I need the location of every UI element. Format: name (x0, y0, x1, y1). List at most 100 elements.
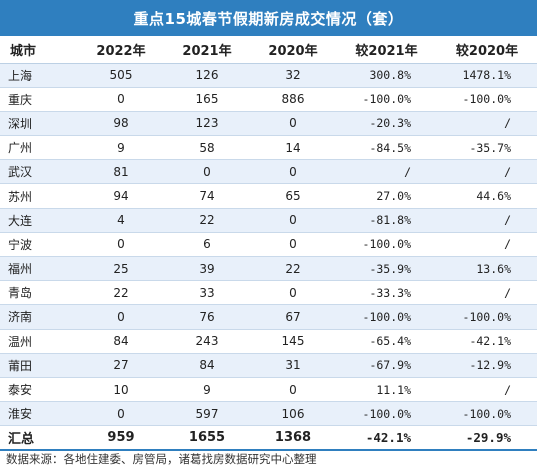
change-vs-2020-cell: -100.0% (437, 304, 537, 330)
table-title: 重点15城春节假期新房成交情况（套） (0, 0, 537, 36)
city-cell: 温州 (0, 329, 78, 354)
city-cell: 福州 (0, 256, 78, 282)
value-2020-cell: 0 (250, 377, 336, 403)
change-vs-2021-cell: -67.9% (336, 353, 437, 378)
value-2021-cell: 597 (164, 401, 250, 427)
header-2021: 2021年 (164, 36, 250, 64)
change-vs-2020-cell: -100.0% (437, 401, 537, 427)
value-2020-cell: 145 (250, 329, 336, 354)
city-cell: 重庆 (0, 87, 78, 112)
city-cell: 泰安 (0, 377, 78, 403)
value-2022-cell: 27 (78, 353, 164, 378)
table-row: 广州 9 58 14 -84.5% -35.7% (0, 135, 537, 161)
change-vs-2021-cell: 11.1% (336, 377, 437, 403)
total-change-vs-2020-cell: -29.9% (437, 425, 537, 452)
value-2021-cell: 0 (164, 159, 250, 185)
value-2022-cell: 4 (78, 208, 164, 233)
city-cell: 上海 (0, 63, 78, 88)
table-header-row: 城市 2022年 2021年 2020年 较2021年 较2020年 (0, 36, 537, 64)
change-vs-2020-cell: -35.7% (437, 135, 537, 161)
table-body: 上海 505 126 32 300.8% 1478.1% 重庆 0 165 886 -100.0% -… (0, 63, 537, 452)
table-row: 深圳 98 123 0 -20.3% / (0, 111, 537, 137)
source-note: 数据来源：各地住建委、房管局，诸葛找房数据研究中心整理 (6, 452, 317, 466)
table-row: 武汉 81 0 0// (0, 159, 537, 185)
value-2021-cell: 165 (164, 87, 250, 112)
value-2022-cell: 0 (78, 232, 164, 258)
city-cell: 青岛 (0, 280, 78, 306)
city-cell: 济南 (0, 304, 78, 330)
header-2020: 2020年 (250, 36, 336, 64)
table-row: 青岛 22 33 0 -33.3% / (0, 280, 537, 306)
value-2021-cell: 58 (164, 135, 250, 161)
change-vs-2020-cell: / (437, 377, 537, 403)
value-2021-cell: 33 (164, 280, 250, 306)
value-2020-cell: 22 (250, 256, 336, 282)
change-vs-2021-cell: -84.5% (336, 135, 437, 161)
value-2020-cell: 106 (250, 401, 336, 427)
value-2021-cell: 6 (164, 232, 250, 258)
change-vs-2020-cell: 13.6% (437, 256, 537, 282)
value-2020-cell: 0 (250, 111, 336, 137)
value-2020-cell: 32 (250, 63, 336, 88)
city-cell: 苏州 (0, 183, 78, 209)
change-vs-2020-cell: 1478.1% (437, 63, 537, 88)
city-cell: 莆田 (0, 353, 78, 378)
header-vs-2021: 较2021年 (336, 36, 437, 64)
table-row: 莆田 27 84 31 -67.9% -12.9% (0, 353, 537, 378)
change-vs-2021-cell: -33.3% (336, 280, 437, 306)
change-vs-2020-cell: / (437, 208, 537, 233)
table-row: 泰安 10 9 0 11.1% / (0, 377, 537, 403)
change-vs-2020-cell: / (437, 111, 537, 137)
total-row: 汇总 959 1655 1368 -42.1% -29.9% (0, 425, 537, 452)
value-2021-cell: 243 (164, 329, 250, 354)
change-vs-2021-cell: -35.9% (336, 256, 437, 282)
table-row: 宁波 0 6 0 -100.0% / (0, 232, 537, 258)
value-2020-cell: 65 (250, 183, 336, 209)
value-2021-cell: 126 (164, 63, 250, 88)
value-2020-cell: 14 (250, 135, 336, 161)
total-value-2022-cell: 959 (78, 425, 164, 452)
change-vs-2021-cell: -65.4% (336, 329, 437, 354)
value-2021-cell: 84 (164, 353, 250, 378)
header-city: 城市 (0, 36, 78, 64)
value-2022-cell: 25 (78, 256, 164, 282)
value-2020-cell: 0 (250, 208, 336, 233)
city-cell: 宁波 (0, 232, 78, 258)
header-2022: 2022年 (78, 36, 164, 64)
value-2020-cell: 0 (250, 232, 336, 258)
city-cell: 广州 (0, 135, 78, 161)
change-vs-2021-cell: / (336, 159, 437, 185)
value-2022-cell: 10 (78, 377, 164, 403)
value-2022-cell: 22 (78, 280, 164, 306)
change-vs-2020-cell: / (437, 280, 537, 306)
table-row: 重庆 0 165 886 -100.0% -100.0% (0, 87, 537, 112)
value-2020-cell: 31 (250, 353, 336, 378)
value-2021-cell: 76 (164, 304, 250, 330)
change-vs-2021-cell: 300.8% (336, 63, 437, 88)
change-vs-2020-cell: / (437, 232, 537, 258)
value-2021-cell: 123 (164, 111, 250, 137)
value-2022-cell: 0 (78, 401, 164, 427)
value-2022-cell: 81 (78, 159, 164, 185)
value-2022-cell: 84 (78, 329, 164, 354)
table-row: 上海 505 126 32 300.8% 1478.1% (0, 63, 537, 88)
value-2022-cell: 505 (78, 63, 164, 88)
total-city-cell: 汇总 (0, 425, 78, 452)
value-2022-cell: 0 (78, 304, 164, 330)
total-change-vs-2021-cell: -42.1% (336, 425, 437, 452)
change-vs-2021-cell: -81.8% (336, 208, 437, 233)
city-cell: 武汉 (0, 159, 78, 185)
total-value-2020-cell: 1368 (250, 425, 336, 452)
value-2021-cell: 9 (164, 377, 250, 403)
change-vs-2021-cell: -100.0% (336, 87, 437, 112)
value-2020-cell: 67 (250, 304, 336, 330)
table-row: 大连 4 22 0 -81.8% / (0, 208, 537, 233)
change-vs-2021-cell: 27.0% (336, 183, 437, 209)
table-row: 温州 84 243 145 -65.4% -42.1% (0, 329, 537, 354)
change-vs-2021-cell: -100.0% (336, 232, 437, 258)
value-2022-cell: 94 (78, 183, 164, 209)
value-2020-cell: 0 (250, 280, 336, 306)
table-row: 济南 0 76 67 -100.0% -100.0% (0, 304, 537, 330)
value-2022-cell: 98 (78, 111, 164, 137)
